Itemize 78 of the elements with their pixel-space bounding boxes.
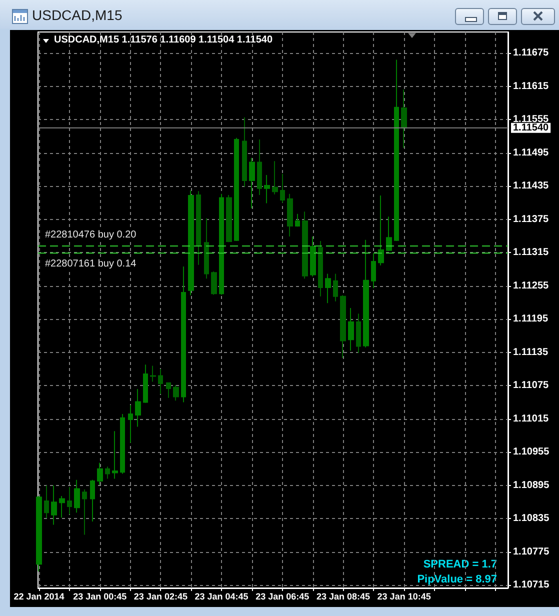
ref-line-label: #22810476 buy 0.20 (45, 229, 137, 240)
candlestick (318, 240, 323, 297)
candlestick (67, 486, 72, 515)
candlestick (226, 194, 232, 243)
candlestick (112, 430, 118, 480)
candlestick (135, 388, 141, 428)
y-tick-label: 1.11375 (513, 214, 550, 225)
y-tick-label: 1.10955 (513, 446, 550, 458)
y-tick-label: 1.11195 (513, 314, 548, 325)
candlestick (264, 174, 270, 204)
candlestick (295, 213, 300, 228)
candlestick (287, 193, 293, 238)
candlestick (386, 216, 392, 252)
candlestick (59, 495, 65, 518)
candlestick (302, 211, 308, 280)
candlestick (211, 270, 217, 296)
x-tick-label: 23 Jan 00:45 (73, 592, 127, 602)
candlestick (196, 190, 201, 266)
candlestick (90, 479, 95, 522)
ref-line-label: #22807161 buy 0.14 (45, 258, 137, 270)
candlestick (394, 59, 399, 242)
y-tick-label: 1.10835 (513, 513, 550, 524)
candlestick (401, 89, 407, 148)
candlestick (51, 484, 57, 526)
y-tick-label: 1.11495 (513, 147, 550, 158)
candlestick (97, 462, 103, 486)
candlestick (348, 308, 354, 352)
candlestick (105, 466, 110, 480)
x-tick-label: 22 Jan 2014 (14, 592, 64, 602)
candlestick (257, 139, 262, 196)
candlestick (204, 218, 209, 280)
candlestick (128, 404, 133, 444)
candlestick (249, 157, 255, 209)
y-tick-label: 1.11075 (513, 380, 550, 392)
candlestick (242, 116, 247, 188)
candlestick (325, 273, 331, 304)
candlestick (378, 195, 384, 266)
chart-subtitle: USDCAD,M15 1.11576 1.11609 1.11504 1.11540 (54, 34, 273, 46)
candlestick (82, 488, 87, 536)
y-tick-label: 1.11255 (513, 280, 550, 292)
candlestick (333, 273, 338, 302)
x-tick-label: 23 Jan 02:45 (134, 592, 188, 602)
x-tick-label: 23 Jan 10:45 (377, 592, 431, 602)
chart-title: USDCAD,M15 (32, 7, 122, 23)
candlestick (158, 368, 163, 394)
y-tick-label: 1.11435 (513, 180, 550, 192)
x-tick-label: 23 Jan 06:45 (256, 592, 310, 602)
y-tick-label: 1.11315 (513, 247, 550, 258)
annotation: PipValue = 8.97 (417, 574, 497, 586)
candlestick (219, 193, 224, 296)
candlestick (272, 160, 278, 195)
candlestick (150, 365, 156, 382)
x-tick-label: 23 Jan 08:45 (316, 592, 370, 602)
candlestick (143, 364, 148, 404)
y-tick-label: 1.10715 (513, 580, 550, 591)
y-tick-label: 1.11615 (513, 80, 550, 92)
y-tick-label: 1.11135 (513, 346, 548, 358)
candlestick (44, 484, 49, 519)
candlestick (36, 495, 42, 572)
candlestick (340, 294, 346, 358)
candlestick (363, 239, 369, 348)
candlestick (166, 382, 171, 398)
x-tick-label: 23 Jan 04:45 (194, 592, 248, 602)
candlestick (173, 384, 179, 402)
candlestick (188, 190, 194, 296)
y-tick-label: 1.11015 (513, 413, 550, 424)
candlestick (74, 479, 80, 514)
y-tick-label: 1.10895 (513, 480, 550, 491)
candlestick (310, 236, 316, 277)
ref-line-label: 1.11540 (513, 122, 550, 134)
y-tick-label: 1.10775 (513, 546, 550, 558)
y-tick-label: 1.11675 (513, 48, 550, 59)
candlestick (234, 137, 239, 242)
candlestick (181, 266, 186, 403)
candlestick (371, 252, 376, 289)
candlestick (120, 413, 125, 474)
candlestick (356, 313, 361, 354)
candlestick (280, 173, 285, 204)
